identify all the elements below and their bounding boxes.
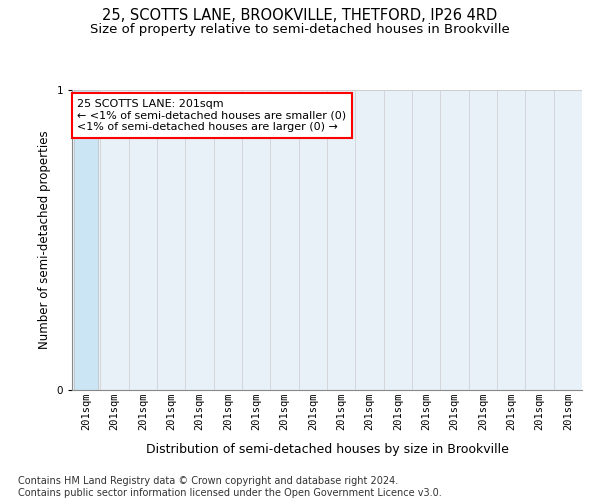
Text: Distribution of semi-detached houses by size in Brookville: Distribution of semi-detached houses by …	[146, 442, 508, 456]
Bar	[74, 90, 98, 390]
Text: 25 SCOTTS LANE: 201sqm
← <1% of semi-detached houses are smaller (0)
<1% of semi: 25 SCOTTS LANE: 201sqm ← <1% of semi-det…	[77, 99, 346, 132]
Y-axis label: Number of semi-detached properties: Number of semi-detached properties	[38, 130, 51, 350]
Text: Size of property relative to semi-detached houses in Brookville: Size of property relative to semi-detach…	[90, 22, 510, 36]
Text: Contains HM Land Registry data © Crown copyright and database right 2024.
Contai: Contains HM Land Registry data © Crown c…	[18, 476, 442, 498]
Text: 25, SCOTTS LANE, BROOKVILLE, THETFORD, IP26 4RD: 25, SCOTTS LANE, BROOKVILLE, THETFORD, I…	[103, 8, 497, 22]
